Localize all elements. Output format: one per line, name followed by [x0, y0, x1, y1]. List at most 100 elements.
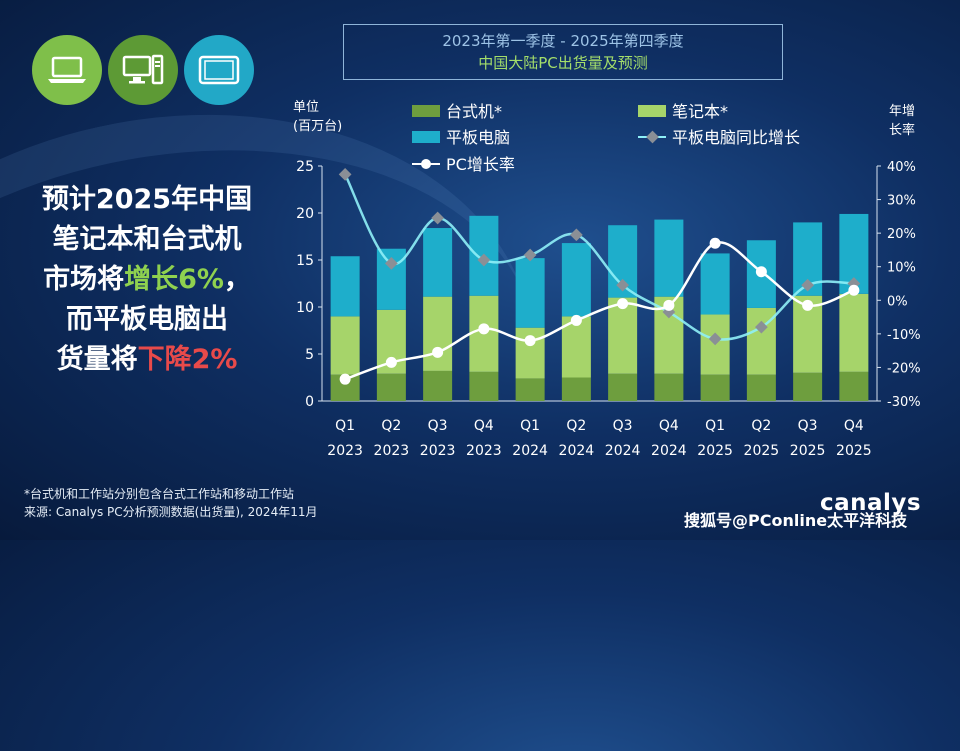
bar-desktop: [700, 374, 730, 401]
tablet-yoy-point: [338, 168, 352, 181]
left-tick-label: 5: [305, 347, 314, 363]
bar-notebook: [561, 316, 591, 378]
pc-growth-point: [848, 284, 860, 296]
tablet-yoy-point: [431, 211, 444, 225]
right-tick-label: 20%: [887, 227, 916, 242]
headline-line-2: 笔记本和台式机: [52, 224, 242, 255]
right-tick-label: -30%: [887, 395, 921, 410]
left-tick-label: 10: [296, 300, 314, 316]
x-tick-label-quarter: Q1: [520, 418, 540, 434]
x-tick-label-quarter: Q4: [659, 418, 679, 434]
right-tick-label: 30%: [887, 194, 916, 209]
footnote-note: *台式机和工作站分别包含台式工作站和移动工作站: [24, 487, 295, 501]
right-tick-label: 10%: [887, 261, 916, 276]
right-tick-label: -20%: [887, 361, 921, 376]
x-tick-label-year: 2025: [790, 443, 826, 459]
bar-desktop: [423, 370, 453, 401]
legend-notebook-label: 笔记本*: [672, 102, 728, 121]
x-tick-label-quarter: Q2: [566, 418, 586, 434]
x-tick-label-quarter: Q2: [751, 418, 771, 434]
legend-desktop-label: 台式机*: [446, 102, 502, 121]
pc-growth-point: [617, 298, 629, 310]
bar-desktop: [561, 377, 591, 401]
x-tick-label-year: 2025: [744, 443, 780, 459]
bar-desktop: [376, 373, 406, 401]
shipments-chart: 0510152025-30%-20%-10%0%10%20%30%40%Q120…: [296, 102, 921, 459]
headline-line-1: 预计2025年中国: [41, 184, 253, 215]
laptop-icon: [32, 35, 102, 105]
headline: 预计2025年中国 笔记本和台式机 市场将增长6%， 而平板电脑出 货量将下降2…: [22, 180, 272, 380]
bar-desktop: [608, 373, 638, 401]
left-tick-label: 25: [296, 159, 314, 175]
right-tick-label: -10%: [887, 328, 921, 343]
legend-pc-growth-label: PC增长率: [446, 155, 515, 174]
x-tick-label-year: 2024: [605, 443, 641, 459]
chart-title-period: 2023年第一季度 - 2025年第四季度: [442, 32, 684, 50]
legend-desktop-swatch: [412, 105, 440, 117]
headline-line-3: 市场将增长6%，: [43, 264, 251, 295]
bar-tablet: [330, 256, 360, 317]
x-tick-label-quarter: Q3: [613, 418, 633, 434]
bar-tablet: [423, 228, 453, 297]
x-tick-label-quarter: Q4: [844, 418, 864, 434]
canalys-logo: canalys: [820, 490, 922, 516]
pc-growth-point: [709, 237, 721, 249]
bar-notebook: [839, 293, 869, 372]
bar-tablet: [700, 253, 730, 315]
bar-notebook: [423, 296, 453, 371]
pc-growth-point: [570, 314, 582, 326]
pc-growth-point: [524, 335, 536, 347]
chart-title-main: 中国大陆PC出货量及预测: [478, 54, 648, 72]
x-tick-label-year: 2024: [512, 443, 548, 459]
footnote-source: 来源: Canalys PC分析预测数据(出货量), 2024年11月: [24, 505, 318, 519]
highlight-growth: 增长6%: [124, 264, 224, 295]
x-tick-label-year: 2023: [327, 443, 363, 459]
right-tick-label: 40%: [887, 160, 916, 175]
x-tick-label-year: 2023: [420, 443, 456, 459]
x-tick-label-quarter: Q3: [428, 418, 448, 434]
bar-desktop: [469, 371, 499, 401]
pc-growth-point: [339, 373, 351, 385]
bar-tablet: [654, 219, 684, 297]
bar-tablet: [561, 243, 591, 317]
x-tick-label-quarter: Q4: [474, 418, 494, 434]
legend-pc-growth-swatch: [421, 159, 431, 169]
x-tick-label-year: 2023: [466, 443, 502, 459]
bar-desktop: [515, 378, 545, 401]
pc-growth-point: [755, 266, 767, 278]
bar-tablet: [515, 258, 545, 328]
tablet-icon: [184, 35, 254, 105]
bar-desktop: [654, 373, 684, 401]
x-tick-label-quarter: Q1: [335, 418, 355, 434]
legend-tablet-swatch: [412, 131, 440, 143]
headline-line-5: 货量将下降2%: [56, 344, 238, 375]
pc-growth-point: [802, 299, 814, 311]
x-tick-label-quarter: Q3: [798, 418, 818, 434]
legend-notebook-swatch: [638, 105, 666, 117]
bar-desktop: [793, 372, 823, 401]
pc-growth-point: [663, 299, 675, 311]
highlight-decline: 下降2%: [137, 344, 238, 375]
chart-title-box: 2023年第一季度 - 2025年第四季度 中国大陆PC出货量及预测: [343, 24, 783, 80]
x-tick-label-year: 2025: [697, 443, 733, 459]
legend-tablet-label: 平板电脑: [446, 128, 510, 147]
watermark: 搜狐号@PConline太平洋科技: [684, 511, 908, 530]
x-tick-label-year: 2024: [559, 443, 595, 459]
headline-line-4: 而平板电脑出: [66, 304, 228, 335]
x-tick-label-quarter: Q1: [705, 418, 725, 434]
legend-tablet-yoy-label: 平板电脑同比增长: [672, 128, 800, 147]
pc-growth-point: [432, 346, 444, 358]
x-tick-label-year: 2025: [836, 443, 872, 459]
legend-tablet-yoy-swatch: [646, 130, 659, 144]
bar-desktop: [746, 374, 776, 401]
x-tick-label-quarter: Q2: [381, 418, 401, 434]
left-axis-unit: 单位 (百万台): [293, 100, 343, 134]
left-tick-label: 15: [296, 253, 314, 269]
bar-notebook: [330, 316, 360, 375]
x-tick-label-year: 2024: [651, 443, 687, 459]
bar-desktop: [839, 371, 869, 401]
tablet-yoy-point: [477, 253, 491, 267]
tablet-yoy-line: [344, 173, 854, 341]
pc-growth-point: [385, 356, 397, 368]
right-axis-unit: 年增 长率: [888, 104, 915, 138]
